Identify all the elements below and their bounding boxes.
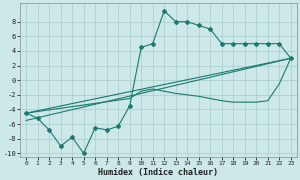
X-axis label: Humidex (Indice chaleur): Humidex (Indice chaleur) — [98, 168, 218, 177]
